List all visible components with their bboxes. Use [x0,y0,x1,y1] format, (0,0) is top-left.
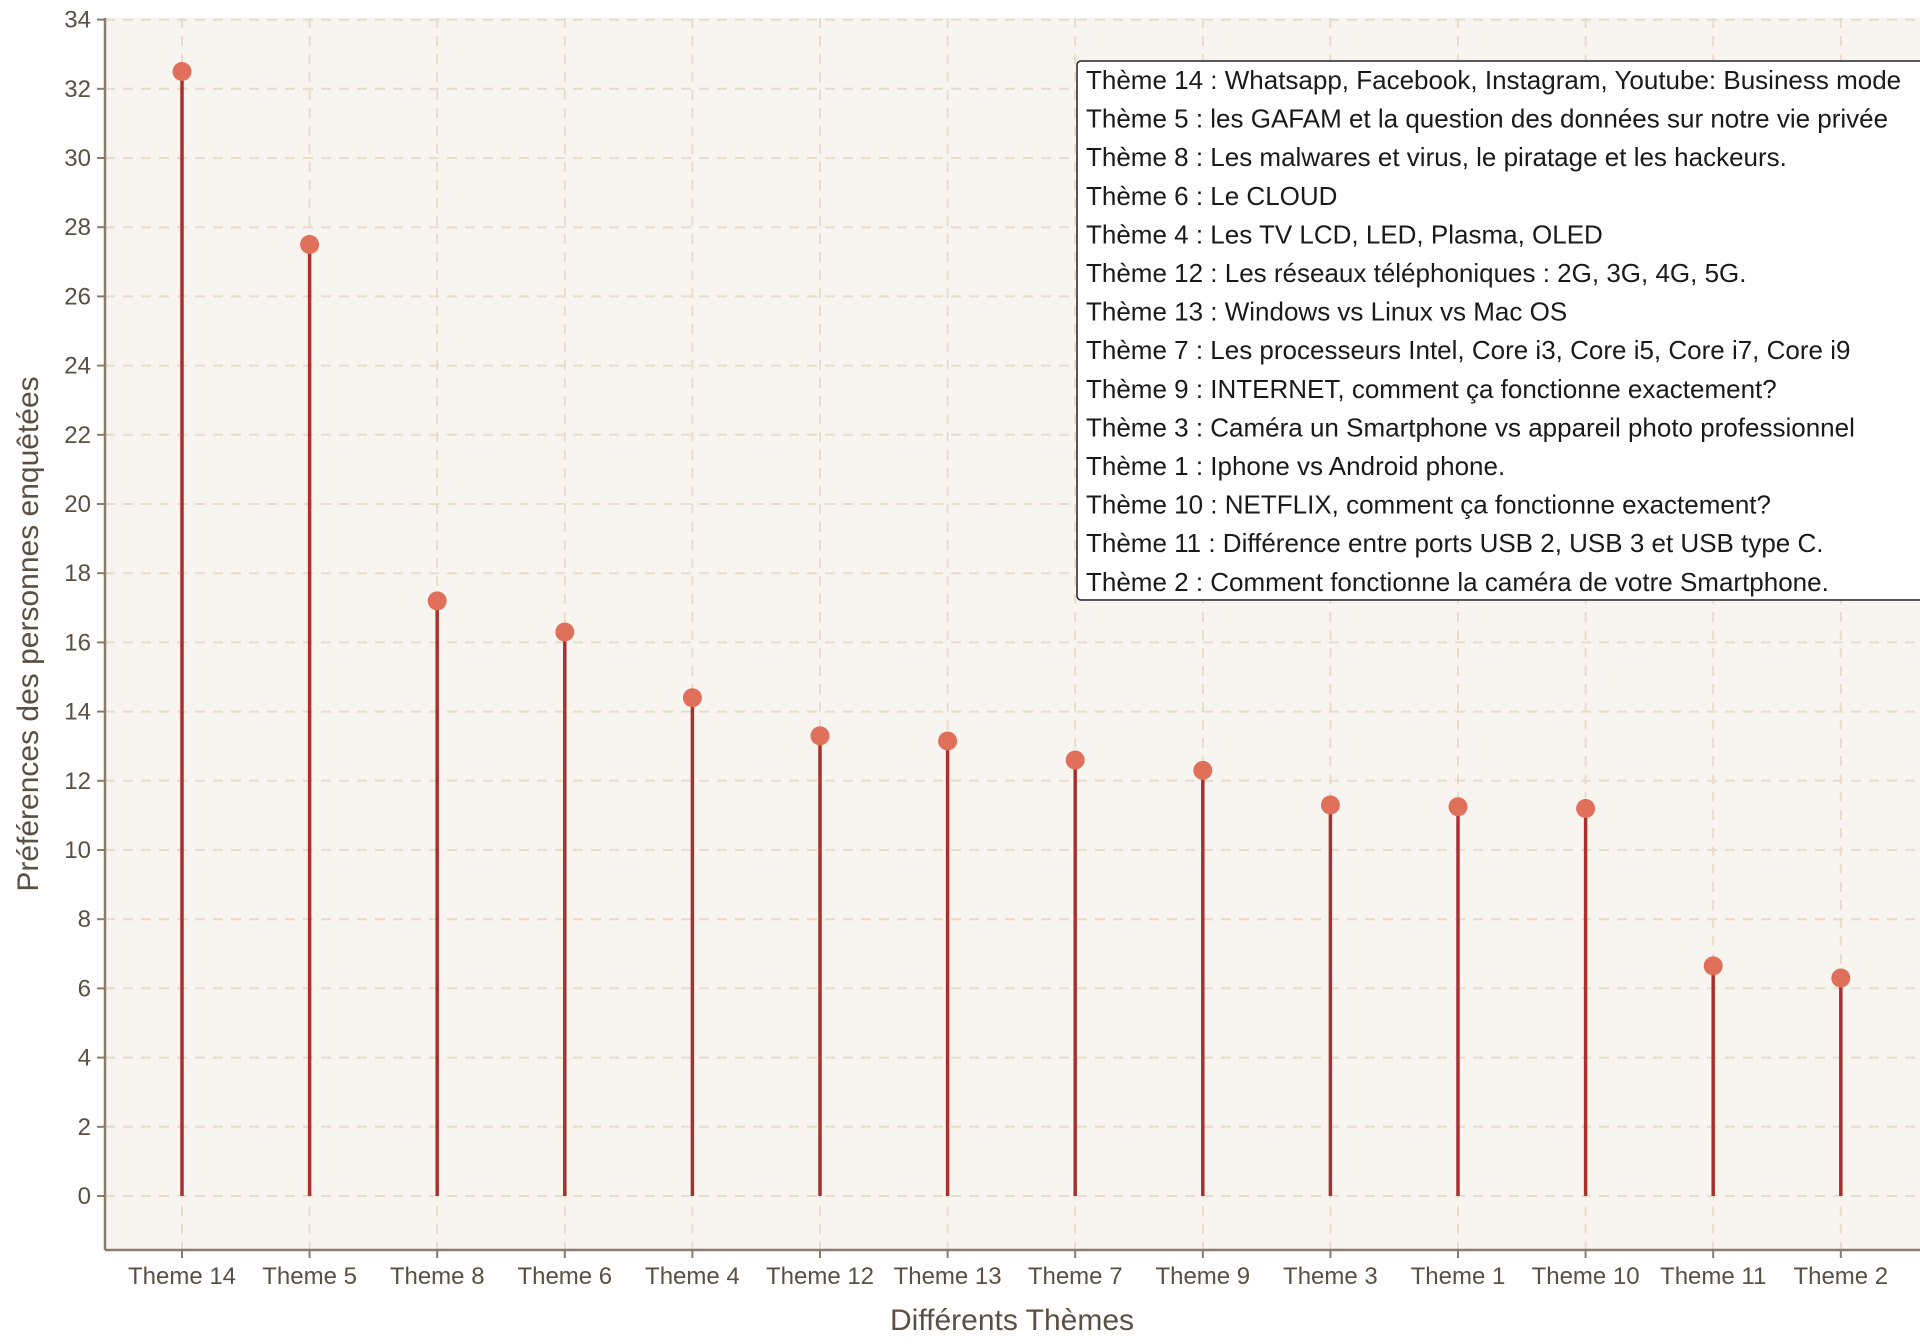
x-tick-label: Theme 11 [1660,1263,1766,1290]
lollipop-point [1065,750,1085,770]
y-tick-label: 16 [64,629,91,656]
legend-entry: Thème 10 : NETFLIX, comment ça fonctionn… [1086,490,1771,520]
legend: Thème 14 : Whatsapp, Facebook, Instagram… [1076,60,1920,601]
y-tick-label: 32 [64,76,91,103]
y-tick-label: 20 [64,491,91,518]
x-tick-label: Theme 12 [766,1263,874,1290]
y-tick-label: 24 [64,353,91,380]
legend-entries: Thème 14 : Whatsapp, Facebook, Instagram… [1086,65,1901,597]
lollipop-point [427,591,447,611]
y-tick-label: 6 [78,975,91,1002]
legend-entry: Thème 13 : Windows vs Linux vs Mac OS [1086,297,1567,327]
lollipop-point [300,235,320,254]
legend-entry: Thème 1 : Iphone vs Android phone. [1086,451,1505,481]
x-tick-label: Theme 2 [1793,1263,1888,1290]
lollipop-point [1320,795,1340,815]
legend-entry: Thème 2 : Comment fonctionne la caméra d… [1086,567,1829,597]
y-tick-label: 10 [64,837,91,864]
legend-box [1076,60,1920,601]
y-tick-label: 28 [64,214,91,241]
lollipop-point [810,726,830,746]
lollipop-stems [180,71,1843,1196]
y-axis-title: Préférences des personnes enquêtées [12,376,45,891]
lollipop-point [172,62,192,81]
legend-entry: Thème 9 : INTERNET, comment ça fonctionn… [1086,374,1777,404]
lollipop-point [555,622,575,642]
legend-entry: Thème 8 : Les malwares et virus, le pira… [1086,142,1787,172]
x-tick-label: Theme 14 [128,1263,236,1290]
lollipop-point [1703,956,1723,976]
x-tick-label: Theme 3 [1283,1263,1378,1290]
y-tick-label: 22 [64,422,91,449]
legend-entry: Thème 12 : Les réseaux téléphoniques : 2… [1086,258,1747,288]
x-tick-label: Theme 4 [645,1263,740,1290]
y-tick-label: 8 [78,906,91,933]
x-ticks: Theme 14 Theme 5 Theme 8 Theme 6 Theme 4 Them… [128,1250,1888,1290]
lollipop-point [1576,798,1596,818]
legend-entry: Thème 3 : Caméra un Smartphone vs appare… [1086,412,1855,442]
legend-entry: Thème 4 : Les TV LCD, LED, Plasma, OLED [1086,219,1603,249]
lollipop-point [1831,968,1851,988]
x-axis-title: Différents Thèmes [890,1304,1134,1337]
y-tick-label: 26 [64,283,91,310]
y-tick-label: 2 [78,1114,91,1141]
y-tick-label: 14 [64,699,91,726]
y-tick-label: 0 [78,1183,91,1210]
y-tick-label: 34 [64,7,91,34]
x-tick-label: Theme 1 [1411,1263,1506,1290]
x-tick-label: Theme 6 [517,1263,612,1290]
lollipop-point [1448,797,1468,817]
legend-entry: Thème 6 : Le CLOUD [1086,181,1337,211]
x-tick-label: Theme 10 [1532,1263,1640,1290]
lollipop-points [172,62,1851,988]
x-tick-label: Theme 5 [262,1263,357,1290]
x-tick-label: Theme 8 [390,1263,485,1290]
x-tick-label: Theme 13 [894,1263,1002,1290]
y-tick-label: 18 [64,560,91,587]
x-tick-label: Theme 9 [1155,1263,1250,1290]
legend-entry: Thème 7 : Les processeurs Intel, Core i3… [1086,335,1850,365]
legend-entry: Thème 5 : les GAFAM et la question des d… [1086,104,1888,134]
x-tick-label: Theme 7 [1028,1263,1123,1290]
legend-entry: Thème 11 : Différence entre ports USB 2,… [1086,528,1823,558]
y-tick-label: 12 [64,768,91,795]
y-tick-label: 30 [64,145,91,172]
legend-entry: Thème 14 : Whatsapp, Facebook, Instagram… [1086,65,1901,95]
lollipop-point [682,688,702,708]
lollipop-point [1193,760,1213,780]
axes [103,18,1920,1252]
lollipop-point [938,731,958,751]
y-tick-label: 4 [78,1045,91,1072]
